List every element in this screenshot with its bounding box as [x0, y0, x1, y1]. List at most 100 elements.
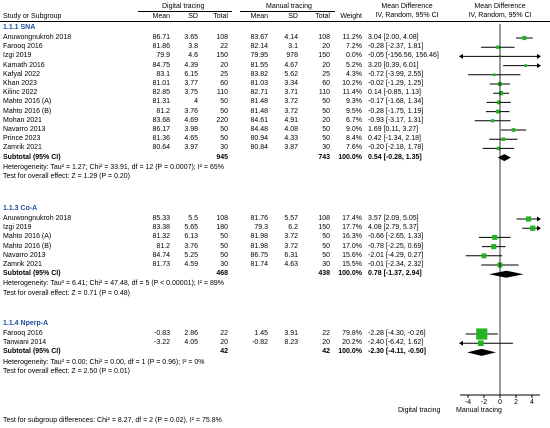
study-name: Tanwani 2014 — [3, 339, 47, 347]
manual-mean: -0.82 — [252, 339, 268, 347]
study-name: Izgi 2019 — [3, 52, 32, 60]
weight-value: 8.4% — [346, 135, 362, 143]
mean-difference-ci: -0.20 [-2.18, 1.78] — [368, 144, 424, 152]
mean-difference-ci: -0.93 [-3.17, 1.31] — [368, 116, 424, 124]
weight-value: 9.0% — [346, 126, 362, 133]
study-name: Kilinc 2022 — [3, 89, 38, 97]
mean-difference-ci: 3.04 [2.00, 4.08] — [368, 34, 419, 41]
point-estimate-square — [490, 119, 495, 123]
manual-total: 50 — [322, 251, 330, 259]
manual-sd: 3.91 — [284, 330, 298, 337]
digital-sd: 3.75 — [184, 89, 198, 97]
digital-total: 50 — [220, 233, 228, 241]
mean-difference-ci: -0.28 [-1.75, 1.19] — [368, 107, 424, 115]
digital-total: 30 — [220, 144, 228, 152]
digital-sd: 6.15 — [184, 70, 198, 78]
weight-column-header: Weight — [340, 13, 362, 20]
overall-effect-text: Test for overall effect: Z = 0.71 (P = 0… — [3, 289, 130, 297]
manual-total: 110 — [318, 89, 330, 97]
manual-total: 30 — [322, 261, 330, 268]
manual-sd: 4.14 — [284, 34, 298, 41]
digital-sd: 6.13 — [184, 233, 198, 241]
subtotal-label: Subtotal (95% CI) — [3, 348, 61, 356]
digital-sd: 3.8 — [188, 43, 198, 51]
subtotal-digital-total: 945 — [216, 153, 228, 161]
digital-sd: 3.98 — [184, 126, 198, 133]
digital-sd: 4.59 — [184, 261, 198, 268]
mean-difference-ci: -0.02 [-1.29, 1.25] — [368, 80, 424, 87]
manual-sd: 6.2 — [288, 224, 298, 232]
point-estimate-square — [530, 225, 536, 231]
x-tick-label: -4 — [464, 399, 472, 406]
digital-sd: 4.69 — [184, 116, 198, 124]
digital-mean: 81.01 — [152, 80, 170, 87]
manual-total: 150 — [318, 52, 330, 60]
subtotal-manual-total: 438 — [318, 270, 330, 278]
manual-mean: 80.94 — [250, 135, 268, 143]
mean-difference-ci: 3.57 [2.09, 5.05] — [368, 215, 419, 222]
manual-mean: 81.98 — [250, 233, 268, 241]
digital-header-rule — [138, 11, 232, 12]
manual-sd: 3.87 — [284, 144, 298, 152]
weight-value: 17.4% — [342, 215, 362, 222]
x-tick-label: 4 — [530, 399, 534, 406]
study-name: Mahto 2016 (B) — [3, 107, 52, 115]
study-name: Anuwongnukroh 2018 — [3, 215, 72, 222]
weight-value: 9.5% — [346, 107, 362, 115]
manual-header-rule — [240, 11, 335, 12]
manual-tracing-header: Manual tracing — [266, 3, 312, 10]
digital-mean: 83.38 — [152, 224, 170, 232]
ci-arrow-right — [537, 225, 541, 231]
manual-mean: 1.45 — [254, 330, 268, 337]
digital-mean: 84.75 — [152, 61, 170, 69]
heterogeneity-text: Heterogeneity: Tau² = 0.00; Chi² = 0.00,… — [3, 358, 205, 366]
digital-total: 22 — [220, 43, 228, 51]
study-name: Navarro 2013 — [3, 251, 46, 259]
subtotal-ci: 0.78 [-1.37, 2.94] — [368, 270, 422, 278]
manual-sd: 4.08 — [284, 126, 298, 133]
subtotal-weight: 100.0% — [338, 270, 362, 278]
subtotal-weight: 100.0% — [338, 153, 362, 161]
subtotal-diamond — [467, 348, 496, 356]
manual-mean: 81.48 — [250, 107, 268, 115]
digital-tracing-header: Digital tracing — [162, 3, 205, 10]
manual-total: 50 — [322, 107, 330, 115]
mean-difference-ci: 4.08 [2.79, 5.37] — [368, 224, 419, 232]
digital-total: 180 — [216, 224, 228, 232]
manual-sd: 3.72 — [284, 242, 298, 250]
subtotal-diamond — [489, 270, 524, 278]
mean-difference-ci: -0.17 [-1.68, 1.34] — [368, 98, 424, 106]
point-estimate-square — [495, 109, 500, 114]
study-name: Navarro 2013 — [3, 126, 46, 133]
mean-difference-ci: -0.72 [-3.99, 2.55] — [368, 70, 424, 78]
weight-value: 17.0% — [342, 242, 362, 250]
subgroup-differences-test: Test for subgroup differences: Chi² = 8.… — [3, 417, 222, 424]
manual-total: 20 — [322, 339, 330, 347]
manual-mean: 79.3 — [254, 224, 268, 232]
mean-difference-ci: -0.01 [-2.34, 2.32] — [368, 261, 424, 268]
weight-value: 4.3% — [346, 70, 362, 78]
md-left-header-1: Mean Difference — [381, 3, 433, 10]
digital-mean: 81.2 — [156, 107, 170, 115]
digital-total: 50 — [220, 107, 228, 115]
subtotal-diamond — [497, 154, 511, 162]
study-name: Zamrik 2021 — [3, 261, 42, 268]
digital-sd: 3.76 — [184, 107, 198, 115]
ci-arrow-left — [459, 53, 463, 59]
manual-total: 20 — [322, 43, 330, 51]
digital-total: 110 — [216, 89, 228, 97]
manual-total: 50 — [322, 98, 330, 106]
weight-value: 7.2% — [346, 43, 362, 51]
point-estimate-square — [481, 253, 487, 259]
mean2-column-header: Mean — [250, 13, 268, 20]
subgroup-title: 1.1.1 SNA — [3, 24, 36, 31]
heterogeneity-text: Heterogeneity: Tau² = 6.41; Chi² = 47.48… — [3, 280, 224, 288]
digital-sd: 5.65 — [184, 224, 198, 232]
point-estimate-square — [477, 340, 484, 347]
digital-mean: 81.73 — [152, 261, 170, 268]
manual-mean: 80.84 — [250, 144, 268, 152]
mean-difference-ci: 0.42 [-1.34, 2.18] — [368, 135, 421, 143]
manual-total: 50 — [322, 233, 330, 241]
manual-sd: 3.34 — [284, 80, 298, 87]
